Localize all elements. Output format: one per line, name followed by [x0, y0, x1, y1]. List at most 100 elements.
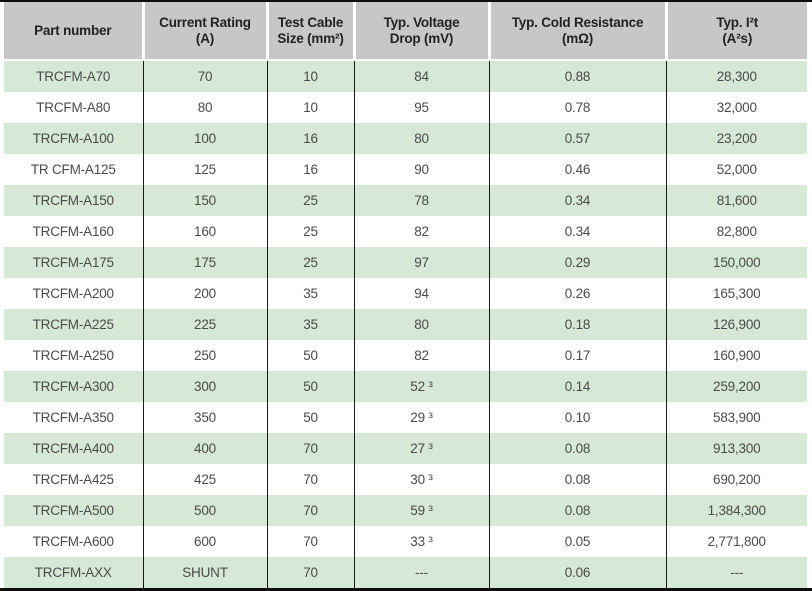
cell-current-rating-a: 100: [142, 123, 267, 154]
cell-part-number: TRCFM-A250: [32, 348, 114, 363]
table-row: TRCFM-A225 225 35 80 0.18 126,900: [4, 309, 807, 340]
column-header-unit: (A²s): [722, 30, 753, 46]
cell-typ-cold-resistance-mohm: 0.78: [488, 92, 666, 123]
cell-current-rating-a: 500: [142, 495, 267, 526]
cell-current-rating-a: 425: [142, 464, 267, 495]
cell-part-number: TRCFM-AXX: [34, 565, 112, 580]
table-row: TRCFM-A600 600 70 33 ³ 0.05 2,771,800: [4, 526, 807, 557]
cell-current-rating-a: 300: [142, 371, 267, 402]
cell-typ-i2t-a2s: 690,200: [665, 464, 807, 495]
cell-typ-cold-resistance-mohm: 0.26: [488, 278, 666, 309]
cell-typ-cold-resistance-mohm: 0.08: [488, 495, 666, 526]
cell-typ-i2t-a2s: 126,900: [665, 309, 807, 340]
cell-test-cable-size-mm2: 70: [266, 433, 354, 464]
column-header-label: Typ. Voltage: [383, 14, 460, 30]
cell-typ-cold-resistance-mohm: 0.05: [488, 526, 666, 557]
cell-typ-voltage-drop-mv: 80: [353, 309, 489, 340]
table-row: TRCFM-A150 150 25 78 0.34 81,600: [4, 185, 807, 216]
cell-current-rating-a: 150: [142, 185, 267, 216]
cell-part-number: TRCFM-A500: [32, 503, 114, 518]
cell-test-cable-size-mm2: 35: [266, 309, 354, 340]
table-row: TRCFM-A250 250 50 82 0.17 160,900: [4, 340, 807, 371]
cell-typ-voltage-drop-mv: 97: [353, 247, 489, 278]
table-top-rule: [0, 0, 812, 2]
cell-test-cable-size-mm2: 25: [266, 247, 354, 278]
cell-typ-i2t-a2s: 1,384,300: [665, 495, 807, 526]
table-row: TRCFM-A175 175 25 97 0.29 150,000: [4, 247, 807, 278]
cell-part-number: TRCFM-A600: [32, 534, 114, 549]
cell-test-cable-size-mm2: 70: [266, 495, 354, 526]
cell-typ-cold-resistance-mohm: 0.06: [488, 557, 666, 588]
cell-typ-cold-resistance-mohm: 0.34: [488, 185, 666, 216]
table-bottom-rule: [0, 588, 812, 591]
cell-typ-voltage-drop-mv: 29 ³: [353, 402, 489, 433]
cell-part-number: TRCFM-A400: [32, 441, 114, 456]
cell-part-number: TRCFM-A80: [36, 100, 111, 115]
cell-current-rating-a: SHUNT: [142, 557, 267, 588]
column-header-part-number: Part number: [4, 2, 143, 61]
spec-table-header: Part number Current Rating (A) Test Cabl…: [4, 2, 807, 61]
cell-current-rating-a: 400: [142, 433, 267, 464]
table-row: TRCFM-AXX SHUNT 70 --- 0.06 ---: [4, 557, 807, 588]
table-row: TRCFM-A80 80 10 95 0.78 32,000: [4, 92, 807, 123]
cell-typ-i2t-a2s: 165,300: [665, 278, 807, 309]
column-header-label: Typ. I²t: [716, 14, 759, 30]
cell-typ-voltage-drop-mv: ---: [353, 557, 489, 588]
cell-typ-i2t-a2s: 52,000: [665, 154, 807, 185]
cell-test-cable-size-mm2: 50: [266, 340, 354, 371]
cell-part-number: TRCFM-A150: [32, 193, 114, 208]
cell-part-number: TRCFM-A100: [32, 131, 114, 146]
cell-typ-cold-resistance-mohm: 0.17: [488, 340, 666, 371]
cell-part-number: TRCFM-A160: [32, 224, 114, 239]
cell-typ-cold-resistance-mohm: 0.46: [488, 154, 666, 185]
table-row: TRCFM-A350 350 50 29 ³ 0.10 583,900: [4, 402, 807, 433]
cell-test-cable-size-mm2: 35: [266, 278, 354, 309]
cell-typ-i2t-a2s: 23,200: [665, 123, 807, 154]
cell-typ-voltage-drop-mv: 78: [353, 185, 489, 216]
cell-typ-voltage-drop-mv: 82: [353, 216, 489, 247]
cell-typ-voltage-drop-mv: 82: [353, 340, 489, 371]
table-row: TRCFM-A70 70 10 84 0.88 28,300: [4, 60, 807, 92]
column-header-unit: Size (mm²): [277, 30, 344, 46]
cell-current-rating-a: 225: [142, 309, 267, 340]
cell-typ-i2t-a2s: 160,900: [665, 340, 807, 371]
cell-typ-voltage-drop-mv: 30 ³: [353, 464, 489, 495]
cell-typ-voltage-drop-mv: 59 ³: [353, 495, 489, 526]
column-header-label: Current Rating: [159, 14, 251, 30]
column-header-unit: (mΩ): [561, 30, 594, 46]
column-header-unit: (A): [195, 30, 215, 46]
cell-current-rating-a: 175: [142, 247, 267, 278]
cell-test-cable-size-mm2: 25: [266, 185, 354, 216]
cell-typ-voltage-drop-mv: 84: [353, 60, 489, 92]
cell-current-rating-a: 350: [142, 402, 267, 433]
cell-current-rating-a: 160: [142, 216, 267, 247]
column-header-typ-cold-resistance: Typ. Cold Resistance (mΩ): [487, 2, 666, 61]
cell-part-number: TRCFM-A300: [32, 379, 114, 394]
table-row: TRCFM-A100 100 16 80 0.57 23,200: [4, 123, 807, 154]
cell-test-cable-size-mm2: 70: [266, 464, 354, 495]
cell-part-number: TRCFM-A425: [32, 472, 114, 487]
cell-typ-cold-resistance-mohm: 0.10: [488, 402, 666, 433]
cell-typ-cold-resistance-mohm: 0.08: [488, 464, 666, 495]
cell-current-rating-a: 600: [142, 526, 267, 557]
column-header-unit: Drop (mV): [389, 30, 454, 46]
cell-typ-i2t-a2s: 81,600: [665, 185, 807, 216]
table-row: TRCFM-A400 400 70 27 ³ 0.08 913,300: [4, 433, 807, 464]
cell-typ-i2t-a2s: 259,200: [665, 371, 807, 402]
column-header-typ-voltage-drop: Typ. Voltage Drop (mV): [352, 2, 489, 61]
cell-typ-voltage-drop-mv: 90: [353, 154, 489, 185]
cell-typ-i2t-a2s: 32,000: [665, 92, 807, 123]
cell-current-rating-a: 250: [142, 340, 267, 371]
column-header-test-cable-size: Test Cable Size (mm²): [265, 2, 354, 61]
cell-typ-i2t-a2s: 2,771,800: [665, 526, 807, 557]
cell-test-cable-size-mm2: 10: [266, 92, 354, 123]
cell-test-cable-size-mm2: 25: [266, 216, 354, 247]
cell-test-cable-size-mm2: 16: [266, 123, 354, 154]
cell-typ-voltage-drop-mv: 95: [353, 92, 489, 123]
cell-part-number: TRCFM-A225: [32, 317, 114, 332]
cell-typ-i2t-a2s: ---: [665, 557, 807, 588]
cell-typ-cold-resistance-mohm: 0.08: [488, 433, 666, 464]
cell-test-cable-size-mm2: 50: [266, 402, 354, 433]
cell-test-cable-size-mm2: 16: [266, 154, 354, 185]
